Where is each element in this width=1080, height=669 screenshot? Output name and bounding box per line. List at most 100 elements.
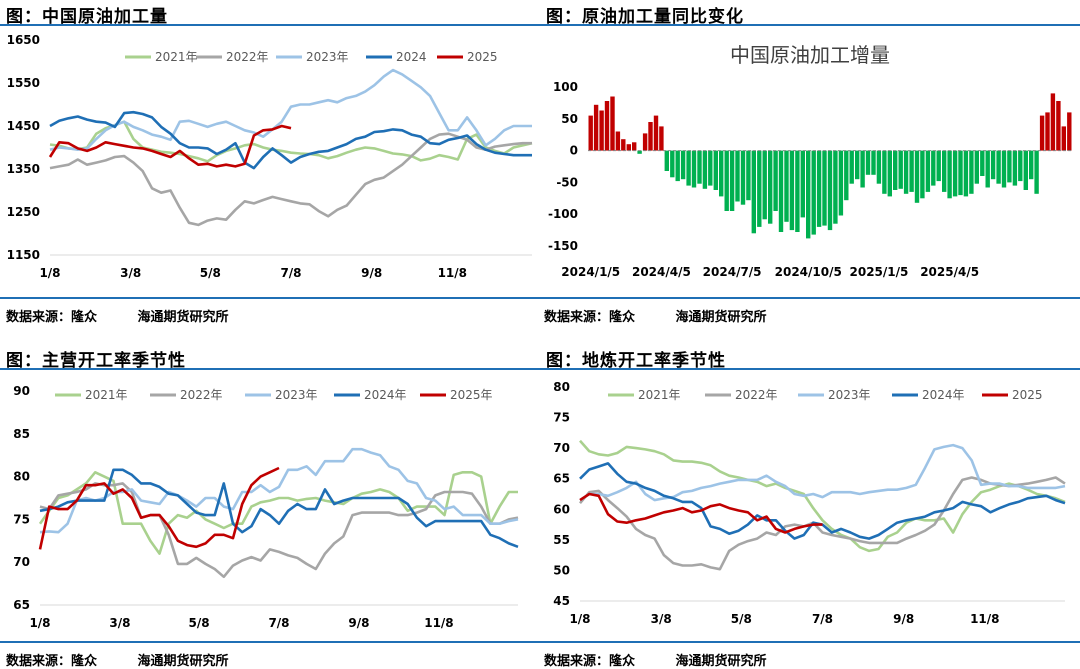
bar xyxy=(871,150,876,175)
bar xyxy=(1001,150,1007,188)
y-tick-label: -50 xyxy=(556,175,578,189)
bar xyxy=(947,150,952,199)
bar xyxy=(811,150,816,235)
bar xyxy=(1023,150,1028,190)
bar xyxy=(604,101,610,151)
y-tick-label: 50 xyxy=(561,112,578,126)
x-tick-label: 7/8 xyxy=(812,612,833,626)
bar xyxy=(1039,115,1045,151)
source-label: 数据来源：隆众 xyxy=(6,654,98,669)
legend-label: 2021年 xyxy=(85,388,128,402)
bar xyxy=(719,150,724,197)
panel-major-util: 图：主营开工率季节性 65 70 75 80 85 90 1/8 3/8 5/8 7/8 9/8 11… xyxy=(0,344,540,669)
y-tick-label: 60 xyxy=(553,502,570,516)
bar xyxy=(757,150,762,227)
bar xyxy=(1061,126,1066,151)
bar xyxy=(588,115,593,151)
y-tick-label: 1350 xyxy=(7,162,40,176)
bar xyxy=(1056,101,1061,151)
institute-label: 海通期货研究所 xyxy=(137,654,229,669)
x-tick-label: 11/8 xyxy=(424,616,453,630)
bar xyxy=(893,150,898,190)
bar xyxy=(653,115,659,151)
y-tick-label: 80 xyxy=(13,470,30,484)
y-tick-label: -100 xyxy=(548,207,578,221)
y-tick-label: 0 xyxy=(570,144,578,158)
source-note: 数据来源：隆众 海通期货研究所 xyxy=(6,306,265,325)
top-rule xyxy=(540,368,1080,370)
source-note: 数据来源：隆众 海通期货研究所 xyxy=(544,650,803,669)
bar xyxy=(800,150,805,218)
bar xyxy=(898,150,903,189)
y-tick-label: 70 xyxy=(553,441,570,455)
bar xyxy=(958,150,963,196)
legend-label: 2023年 xyxy=(275,388,318,402)
panel-yoy-change: 图：原油加工量同比变化 中国原油加工增量 -150 -100 -50 0 50 100 202… xyxy=(540,0,1080,334)
bar xyxy=(735,150,740,202)
series-line-2025年 xyxy=(38,466,280,550)
panel-crude-runs: 图：中国原油加工量 1150 1250 1350 1450 1550 1650 1/8 3/8… xyxy=(0,0,540,334)
x-tick-label: 2024/10/5 xyxy=(775,265,842,279)
series-line-2023年 xyxy=(49,68,532,151)
bar xyxy=(931,150,936,186)
x-tick-label: 5/8 xyxy=(188,616,209,630)
chart-teapot-util: 45 50 55 60 65 70 75 80 1/8 3/8 5/8 7/8 9/8 11/8 2021年… xyxy=(553,380,1066,626)
institute-label: 海通期货研究所 xyxy=(675,654,767,669)
x-tick-label: 2025/1/5 xyxy=(850,265,909,279)
legend-label: 2024年 xyxy=(364,388,407,402)
bar xyxy=(642,133,648,151)
y-tick-label: 75 xyxy=(13,512,30,526)
bar xyxy=(751,150,756,234)
series-line-2021年 xyxy=(38,471,518,555)
legend-label: 2025 xyxy=(467,50,498,64)
x-tick-label: 9/8 xyxy=(348,616,369,630)
bar xyxy=(1007,150,1012,183)
x-tick-label: 2024/7/5 xyxy=(703,265,762,279)
bar xyxy=(833,150,838,224)
bar xyxy=(1029,150,1034,180)
y-tick-label: 100 xyxy=(553,80,578,94)
y-tick-label: 80 xyxy=(553,380,570,394)
bottom-rule xyxy=(0,297,540,299)
series-line-2023年 xyxy=(579,443,1066,502)
series-line-2024 xyxy=(49,110,532,170)
bar xyxy=(827,150,833,231)
top-rule xyxy=(0,24,540,26)
bar xyxy=(806,150,811,239)
bar xyxy=(887,150,892,197)
x-tick-label: 9/8 xyxy=(361,266,382,280)
bar xyxy=(778,150,784,232)
legend-label: 2021年 xyxy=(638,388,681,402)
bar xyxy=(795,150,800,232)
legend-label: 2021年 xyxy=(155,50,198,64)
panel-title: 图：主营开工率季节性 xyxy=(6,351,186,371)
panel-title: 图：中国原油加工量 xyxy=(6,7,168,27)
institute-label: 海通期货研究所 xyxy=(675,310,767,325)
bar xyxy=(969,150,974,194)
series-line-2024年 xyxy=(579,462,1066,540)
institute-label: 海通期货研究所 xyxy=(137,310,229,325)
x-tick-label: 1/8 xyxy=(29,616,50,630)
y-tick-label: 55 xyxy=(553,533,570,547)
bottom-rule xyxy=(540,297,1080,299)
y-tick-label: 70 xyxy=(13,555,30,569)
panel-teapot-util: 图：地炼开工率季节性 45 50 55 60 65 70 75 80 1/8 3/8 5/8 7/8 9… xyxy=(540,344,1080,669)
y-tick-label: -150 xyxy=(548,239,578,253)
bar xyxy=(844,150,849,201)
y-tick-label: 50 xyxy=(553,563,570,577)
chart-inner-title: 中国原油加工增量 xyxy=(730,43,890,67)
x-tick-label: 9/8 xyxy=(893,612,914,626)
legend-label: 2024 xyxy=(396,50,427,64)
bar xyxy=(708,150,713,186)
bar xyxy=(762,150,767,220)
bar xyxy=(626,144,631,151)
bottom-rule xyxy=(540,641,1080,643)
top-rule xyxy=(540,24,1080,26)
bar xyxy=(1050,93,1056,151)
bar xyxy=(691,150,697,188)
legend-label: 2023年 xyxy=(306,50,349,64)
bar xyxy=(974,150,979,184)
bar xyxy=(876,150,882,184)
bar xyxy=(865,150,871,175)
bar xyxy=(860,150,865,188)
